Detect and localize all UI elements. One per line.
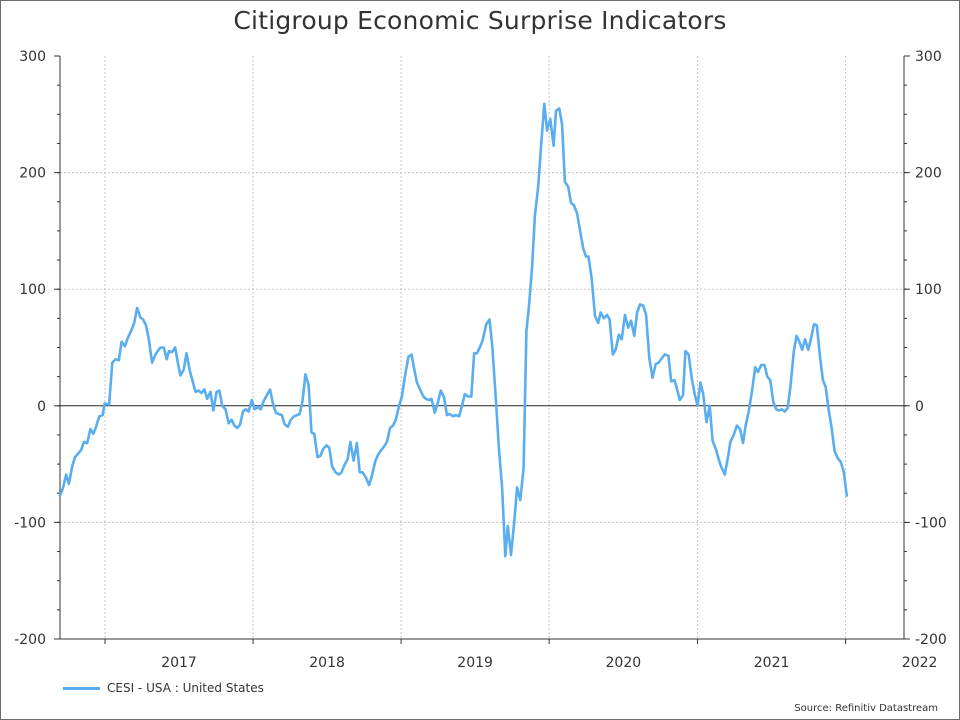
x-tick-label: 2018 bbox=[309, 655, 345, 671]
y-tick-label-right: 300 bbox=[915, 49, 942, 65]
series-line bbox=[58, 102, 849, 558]
y-tick-label-left: 300 bbox=[19, 49, 46, 65]
y-tick-label-right: -100 bbox=[915, 515, 947, 531]
x-tick-label: 2021 bbox=[754, 655, 790, 671]
y-tick-label-left: 200 bbox=[19, 166, 46, 182]
y-tick-label-left: 100 bbox=[19, 282, 46, 298]
legend-swatch bbox=[63, 686, 100, 690]
x-tick-label: 2020 bbox=[606, 655, 642, 671]
legend-label: CESI - USA : United States bbox=[107, 681, 264, 695]
x-tick-label: 2019 bbox=[457, 655, 493, 671]
y-tick-label-right: -200 bbox=[915, 632, 947, 648]
x-tick-label: 2022 bbox=[902, 655, 938, 671]
source-note: Source: Refinitiv Datastream bbox=[794, 703, 938, 714]
x-tick-label: 2017 bbox=[161, 655, 197, 671]
y-tick-label-left: -200 bbox=[14, 632, 46, 648]
chart-title: Citigroup Economic Surprise Indicators bbox=[233, 6, 727, 35]
y-tick-label-left: -100 bbox=[14, 515, 46, 531]
y-tick-label-right: 200 bbox=[915, 166, 942, 182]
y-tick-label-right: 100 bbox=[915, 282, 942, 298]
legend: CESI - USA : United States bbox=[63, 681, 264, 695]
y-tick-label-left: 0 bbox=[37, 399, 46, 415]
y-tick-label-right: 0 bbox=[915, 399, 924, 415]
